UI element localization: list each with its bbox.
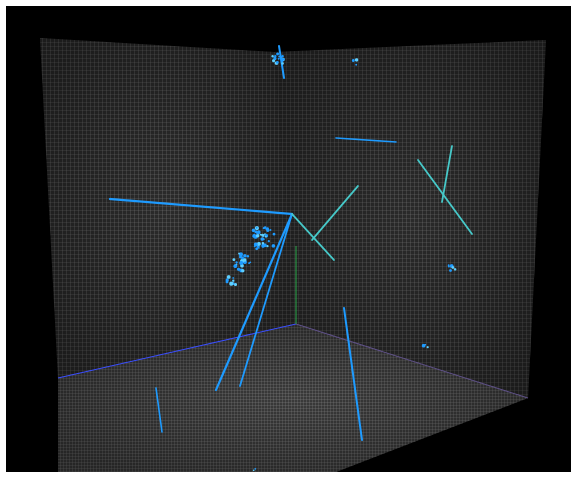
hit-point <box>267 239 270 243</box>
hit-point <box>257 230 261 234</box>
3d-event-display[interactable] <box>6 6 571 472</box>
hit-point <box>261 242 265 245</box>
hit-point <box>252 469 255 472</box>
hit-point <box>278 55 281 58</box>
particle-track <box>441 145 453 203</box>
hit-point <box>233 264 238 269</box>
hit-point <box>447 264 450 267</box>
hit-point <box>280 57 284 61</box>
hit-point <box>451 266 455 269</box>
hit-point <box>355 63 358 66</box>
hit-point <box>253 233 256 236</box>
axis-z-line <box>295 323 529 399</box>
hit-point <box>272 232 276 236</box>
hit-point <box>243 254 247 258</box>
hit-point <box>238 252 240 255</box>
hit-point <box>256 232 258 235</box>
hit-point <box>226 275 231 279</box>
hit-point <box>271 54 274 58</box>
hit-point <box>254 468 257 470</box>
hit-point <box>255 226 258 229</box>
hit-point <box>236 267 241 271</box>
hit-point <box>273 56 277 60</box>
hit-point <box>269 228 272 232</box>
hit-point <box>225 278 229 282</box>
hit-point <box>266 245 269 248</box>
hit-point <box>241 269 245 273</box>
hit-point <box>424 343 427 346</box>
hit-point <box>271 244 276 248</box>
hit-point <box>354 58 359 62</box>
hit-point <box>447 265 450 268</box>
hit-point <box>256 241 261 246</box>
hit-point <box>262 226 266 230</box>
particle-track <box>343 307 363 441</box>
hit-point <box>232 277 235 279</box>
hit-point <box>233 282 238 287</box>
hit-point <box>238 255 242 259</box>
hit-point <box>241 256 244 260</box>
hit-point <box>261 233 265 237</box>
hit-point <box>258 247 260 249</box>
particle-track <box>417 159 473 235</box>
particle-track <box>311 185 359 241</box>
particle-track <box>108 197 294 216</box>
particle-track <box>239 213 293 387</box>
hit-point <box>256 234 260 238</box>
hit-point <box>281 62 284 65</box>
hit-point <box>276 61 279 64</box>
hit-point <box>260 237 264 241</box>
hit-clusters <box>225 52 457 472</box>
hit-point <box>251 228 256 233</box>
hit-point <box>281 54 284 58</box>
hit-point <box>351 59 355 62</box>
hit-point <box>254 230 258 234</box>
event-display-canvas[interactable] <box>6 6 571 472</box>
particle-tracks <box>108 45 473 441</box>
hit-point <box>255 247 259 251</box>
hit-point <box>421 343 426 348</box>
hit-point <box>229 281 234 286</box>
hit-point <box>239 261 244 265</box>
hit-point <box>248 262 251 265</box>
particle-track <box>214 212 294 392</box>
hit-point <box>272 59 276 63</box>
particle-track <box>335 137 397 143</box>
particle-track <box>155 387 163 433</box>
hit-point <box>259 233 262 236</box>
hit-point <box>453 268 457 271</box>
hit-point <box>276 52 280 56</box>
hit-point <box>253 245 256 248</box>
hit-point <box>232 258 236 262</box>
hit-point <box>235 261 238 264</box>
hit-point <box>449 269 452 272</box>
hit-point <box>264 235 267 238</box>
hit-point <box>265 227 269 231</box>
hit-point <box>232 279 235 282</box>
hit-point <box>253 242 258 247</box>
hit-point <box>277 57 280 60</box>
hit-point <box>426 346 429 349</box>
hit-point <box>246 254 250 258</box>
particle-track <box>291 213 335 261</box>
hit-point <box>262 243 267 248</box>
